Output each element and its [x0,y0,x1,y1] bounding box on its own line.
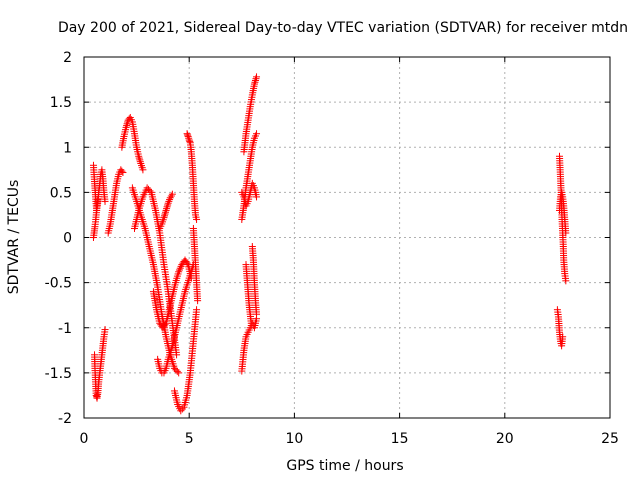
y-tick-label: -2 [58,411,72,427]
data-point [177,407,185,415]
data-point [173,367,181,375]
data-point [135,152,143,160]
data-point [194,297,202,305]
y-tick-label: 2 [63,50,72,66]
y-tick-label: 1.5 [50,95,72,111]
data-point [161,321,169,329]
y-tick-label: -1 [58,321,72,337]
y-tick-label: 0.5 [50,185,72,201]
data-point [123,120,131,128]
data-point [119,169,127,177]
data-point [186,137,194,145]
data-point [247,319,255,327]
data-point [164,199,172,207]
data-point [185,134,193,142]
data-point [146,187,154,195]
y-axis-label: SDTVAR / TECUs [6,180,22,295]
data-point [101,197,109,205]
x-tick-label: 25 [601,431,619,447]
data-point [136,156,144,164]
y-tick-label: 1 [63,140,72,156]
x-tick-label: 0 [80,431,89,447]
chart-title: Day 200 of 2021, Sidereal Day-to-day VTE… [58,20,628,36]
data-point [184,131,192,139]
data-point [173,351,181,359]
x-tick-label: 10 [285,431,303,447]
data-point [193,215,201,223]
data-point [253,73,261,81]
data-point [184,132,192,140]
data-point [139,166,147,174]
y-tick-label: -1.5 [45,366,72,382]
data-point [161,210,169,218]
data-point [135,154,143,162]
x-tick-label: 20 [496,431,514,447]
data-point [163,205,171,213]
data-point [164,201,172,209]
x-tick-label: 15 [391,431,409,447]
data-point [166,196,174,204]
data-point [163,203,171,211]
data-point [183,259,191,267]
data-point [193,306,201,314]
data-point [175,268,183,276]
data-point [176,264,184,272]
data-point [123,122,131,130]
data-point [94,196,102,204]
data-point [136,158,144,166]
data-point [559,333,567,341]
data-point [122,123,130,131]
data-point [118,167,126,175]
data-point [162,208,170,216]
data-point [251,78,259,86]
y-tick-label: -0.5 [45,276,72,292]
x-tick-label: 5 [185,431,194,447]
data-point [160,212,168,220]
ticks: 0 5 10 15 20 25 -2 -1.5 -1 -0.5 0 0.5 1 1.5 2 [45,50,619,447]
data-point [165,197,173,205]
data-point [252,75,260,83]
data-point [162,206,170,214]
data-point [253,310,261,318]
data-point [166,194,174,202]
x-axis-label: GPS time / hours [286,458,403,474]
data-point [175,369,183,377]
data-point [178,405,186,413]
data-point [253,130,261,138]
data-point [175,266,183,274]
data-point [167,192,175,200]
data-point [160,214,168,222]
data-point [562,229,570,237]
data-point [251,76,259,84]
data-points [89,73,570,415]
data-point [253,193,261,201]
data-point [250,80,258,88]
data-point [168,190,176,198]
y-tick-label: 0 [63,231,72,247]
data-point [562,277,570,285]
data-point [101,326,109,334]
plot-frame [83,56,611,419]
